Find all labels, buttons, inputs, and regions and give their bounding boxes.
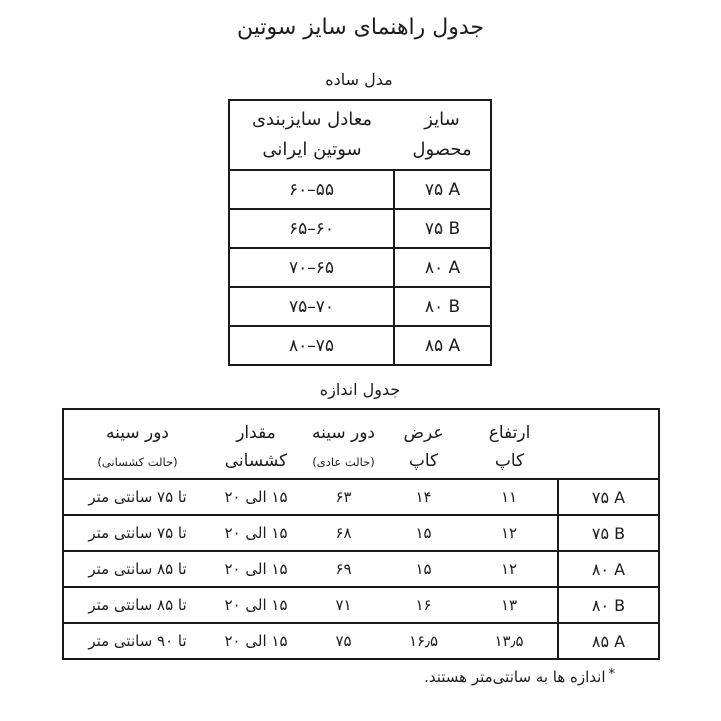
simple-table-header-row: سایز محصول معادل سایزبندی سوتین ایرانی (229, 100, 491, 170)
size-value: ۷۵ A (591, 487, 626, 507)
header-iranian-equivalent: معادل سایزبندی سوتین ایرانی (229, 100, 394, 170)
cell-chest-stretch: تا ۸۵ سانتی متر (63, 586, 211, 623)
cell-chest-stretch: تا ۸۵ سانتی متر (63, 550, 211, 587)
simple-table-row-75b: ۷۵ B ۶۰–۶۵ (229, 208, 491, 248)
cell-cup-height: ۱۳٫۵ (461, 622, 558, 659)
simple-table-row-80b: ۸۰ B ۷۰–۷۵ (229, 286, 491, 326)
header-cup-height-line2: کاپ (494, 451, 525, 471)
cell-stretch-amount: ۱۵ الی ۲۰ (211, 622, 301, 659)
header-size-empty (558, 409, 659, 479)
header-chest-normal-line1: دور سینه (311, 423, 375, 443)
header-product-size: سایز محصول (394, 100, 491, 170)
size-value: ۷۵ A (424, 179, 461, 200)
cell-chest-normal: ۷۱ (301, 586, 386, 623)
header-chest-stretch-line2: (حالت کشسانی) (97, 455, 178, 469)
cell-size: ۷۵ B (557, 514, 659, 551)
cell-cup-width: ۱۴ (386, 478, 461, 515)
cell-size: ۷۵ A (393, 169, 491, 209)
cell-size: ۷۵ A (557, 478, 659, 515)
cell-chest-stretch: تا ۷۵ سانتی متر (63, 478, 211, 515)
header-product-size-line1: سایز (424, 109, 460, 130)
header-cup-width-line2: کاپ (408, 451, 439, 471)
measure-table-row-85a: ۸۵ A ۱۳٫۵ ۱۶٫۵ ۷۵ ۱۵ الی ۲۰ تا ۹۰ سانتی … (63, 622, 659, 659)
cell-chest-normal: ۶۹ (301, 550, 386, 587)
cell-chest-normal: ۶۸ (301, 514, 386, 551)
header-iranian-equivalent-line2: سوتین ایرانی (262, 139, 362, 160)
size-value: ۸۰ B (424, 296, 461, 317)
simple-table-row-80a: ۸۰ A ۶۵–۷۰ (229, 247, 491, 287)
cell-cup-width: ۱۵ (386, 550, 461, 587)
size-value: ۷۵ B (424, 218, 461, 239)
header-chest-stretch-line1: دور سینه (105, 423, 169, 443)
header-stretch-amount: مقدار کشسانی (211, 409, 301, 479)
size-value: ۸۵ A (424, 335, 461, 356)
measure-table-row-75b: ۷۵ B ۱۲ ۱۵ ۶۸ ۱۵ الی ۲۰ تا ۷۵ سانتی متر (63, 514, 659, 551)
header-stretch-amount-line1: مقدار (236, 423, 276, 443)
header-chest-normal-line2: (حالت عادی) (312, 455, 375, 469)
footnote: *اندازه ها به سانتی‌متر هستند. (424, 667, 615, 686)
cell-size: ۸۵ A (557, 622, 659, 659)
header-stretch-amount-line2: کشسانی (224, 451, 288, 471)
measure-table: ارتفاع کاپ عرض کاپ دور سینه (حالت عادی) … (62, 408, 660, 660)
simple-table-row-75a: ۷۵ A ۵۵–۶۰ (229, 169, 491, 209)
measure-table-header-row: ارتفاع کاپ عرض کاپ دور سینه (حالت عادی) … (63, 409, 659, 479)
header-iranian-equivalent-line1: معادل سایزبندی (251, 109, 373, 130)
measure-table-caption: جدول اندازه (319, 380, 401, 399)
cell-size: ۷۵ B (393, 208, 491, 248)
simple-table-row-85a: ۸۵ A ۷۵–۸۰ (229, 325, 491, 365)
cell-cup-height: ۱۱ (461, 478, 558, 515)
cell-cup-height: ۱۳ (461, 586, 558, 623)
size-value: ۸۰ A (591, 559, 626, 579)
cell-chest-stretch: تا ۷۵ سانتی متر (63, 514, 211, 551)
cell-size: ۸۰ A (557, 550, 659, 587)
cell-equivalent: ۵۵–۶۰ (229, 169, 394, 209)
cell-equivalent: ۷۰–۷۵ (229, 286, 394, 326)
header-product-size-line2: محصول (412, 139, 472, 160)
header-cup-width: عرض کاپ (386, 409, 461, 479)
footnote-asterisk: * (608, 667, 616, 682)
footnote-text: اندازه ها به سانتی‌متر هستند. (424, 668, 606, 686)
cell-chest-stretch: تا ۹۰ سانتی متر (63, 622, 211, 659)
cell-stretch-amount: ۱۵ الی ۲۰ (211, 586, 301, 623)
page-title: جدول راهنمای سایز سوتین (236, 15, 485, 40)
cell-equivalent: ۶۰–۶۵ (229, 208, 394, 248)
size-value: ۸۵ A (591, 631, 626, 651)
header-cup-height-line1: ارتفاع (488, 423, 531, 443)
size-value: ۷۵ B (591, 523, 626, 543)
cell-cup-width: ۱۶ (386, 586, 461, 623)
size-value: ۸۰ A (424, 257, 461, 278)
header-chest-normal: دور سینه (حالت عادی) (301, 409, 386, 479)
cell-cup-height: ۱۲ (461, 550, 558, 587)
header-cup-width-line1: عرض (403, 423, 444, 443)
measure-table-row-80a: ۸۰ A ۱۲ ۱۵ ۶۹ ۱۵ الی ۲۰ تا ۸۵ سانتی متر (63, 550, 659, 587)
cell-equivalent: ۷۵–۸۰ (229, 325, 394, 365)
cell-equivalent: ۶۵–۷۰ (229, 247, 394, 287)
simple-table-caption: مدل ساده (325, 70, 393, 89)
cell-cup-height: ۱۲ (461, 514, 558, 551)
measure-table-row-80b: ۸۰ B ۱۳ ۱۶ ۷۱ ۱۵ الی ۲۰ تا ۸۵ سانتی متر (63, 586, 659, 623)
cell-chest-normal: ۶۳ (301, 478, 386, 515)
cell-stretch-amount: ۱۵ الی ۲۰ (211, 514, 301, 551)
header-chest-stretch: دور سینه (حالت کشسانی) (63, 409, 211, 479)
cell-chest-normal: ۷۵ (301, 622, 386, 659)
cell-stretch-amount: ۱۵ الی ۲۰ (211, 550, 301, 587)
cell-stretch-amount: ۱۵ الی ۲۰ (211, 478, 301, 515)
cell-cup-width: ۱۵ (386, 514, 461, 551)
cell-size: ۸۰ B (393, 286, 491, 326)
size-value: ۸۰ B (591, 595, 626, 615)
cell-size: ۸۰ B (557, 586, 659, 623)
simple-size-table: سایز محصول معادل سایزبندی سوتین ایرانی ۷… (228, 99, 492, 366)
cell-size: ۸۵ A (393, 325, 491, 365)
cell-size: ۸۰ A (393, 247, 491, 287)
header-cup-height: ارتفاع کاپ (461, 409, 558, 479)
measure-table-row-75a: ۷۵ A ۱۱ ۱۴ ۶۳ ۱۵ الی ۲۰ تا ۷۵ سانتی متر (63, 478, 659, 515)
cell-cup-width: ۱۶٫۵ (386, 622, 461, 659)
